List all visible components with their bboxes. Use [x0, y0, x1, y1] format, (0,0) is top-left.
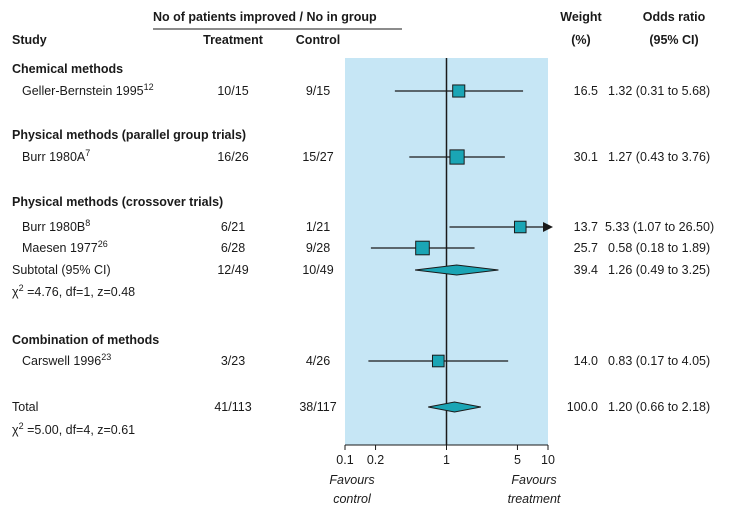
subtotal-control: 10/49	[302, 263, 334, 277]
favours-control-label-line2: control	[333, 492, 371, 506]
study-name: Carswell 199623	[22, 352, 112, 369]
study-estimate-square	[449, 149, 465, 165]
control-count: 9/28	[305, 241, 331, 255]
control-column-header: Control	[295, 33, 341, 47]
section-title: Physical methods (parallel group trials)	[12, 128, 247, 142]
pooled-estimate-diamond	[414, 264, 499, 276]
subtotal-heterogeneity: χ2 =4.76, df=1, z=0.48	[12, 283, 136, 300]
section-title: Chemical methods	[12, 62, 124, 76]
total-heterogeneity: χ2 =5.00, df=4, z=0.61	[12, 421, 136, 438]
weight-value: 16.5	[573, 84, 598, 98]
study-estimate-square	[513, 220, 527, 234]
weight-value: 14.0	[573, 354, 598, 368]
total-control: 38/117	[299, 400, 337, 414]
x-axis-tick-label: 0.2	[366, 453, 385, 467]
pooled-estimate-diamond	[428, 401, 481, 413]
study-column-header: Study	[12, 33, 47, 47]
treatment-count: 3/23	[220, 354, 246, 368]
odds-ratio-value: 1.32 (0.31 to 5.68)	[608, 84, 711, 98]
odds-ratio-value: 1.27 (0.43 to 3.76)	[608, 150, 711, 164]
odds-ratio-value: 0.58 (0.18 to 1.89)	[608, 241, 711, 255]
total-label: Total	[12, 400, 39, 414]
favours-treatment-label-line2: treatment	[507, 492, 561, 506]
subtotal-weight: 39.4	[573, 263, 598, 277]
study-name: Geller-Bernstein 199512	[22, 82, 154, 99]
study-estimate-square	[452, 84, 466, 98]
odds-ratio-header: Odds ratio	[642, 10, 706, 24]
study-estimate-square	[431, 354, 445, 368]
ci-overflow-arrow	[543, 222, 553, 232]
weight-value: 25.7	[573, 241, 598, 255]
weight-value: 30.1	[573, 150, 598, 164]
section-title: Physical methods (crossover trials)	[12, 195, 224, 209]
total-odds-ratio: 1.20 (0.66 to 2.18)	[608, 400, 711, 414]
subtotal-odds-ratio: 1.26 (0.49 to 3.25)	[608, 263, 711, 277]
weight-unit-header: (%)	[571, 33, 591, 47]
subtotal-treatment: 12/49	[217, 263, 249, 277]
group-heading: No of patients improved / No in group	[153, 10, 377, 24]
plot-marks	[344, 84, 553, 450]
treatment-column-header: Treatment	[203, 33, 263, 47]
control-count: 15/27	[302, 150, 334, 164]
confidence-interval-header: (95% CI)	[649, 33, 699, 47]
total-weight: 100.0	[566, 400, 598, 414]
total-treatment: 41/113	[214, 400, 252, 414]
control-count: 4/26	[305, 354, 331, 368]
treatment-count: 6/28	[220, 241, 246, 255]
x-axis-tick-label: 10	[541, 453, 555, 467]
x-axis-tick-label: 1	[443, 453, 450, 467]
study-name: Burr 1980B8	[22, 218, 91, 235]
treatment-count: 6/21	[220, 220, 246, 234]
control-count: 9/15	[305, 84, 331, 98]
weight-value: 13.7	[573, 220, 598, 234]
weight-column-header: Weight	[560, 10, 602, 24]
treatment-count: 16/26	[217, 150, 249, 164]
odds-ratio-value: 5.33 (1.07 to 26.50)	[605, 220, 715, 234]
control-count: 1/21	[305, 220, 331, 234]
study-name: Burr 1980A7	[22, 148, 91, 165]
favours-control-label-line1: Favours	[329, 473, 375, 487]
subtotal-label: Subtotal (95% CI)	[12, 263, 111, 277]
study-name: Maesen 197726	[22, 239, 108, 256]
treatment-count: 10/15	[217, 84, 249, 98]
x-axis-tick-label: 0.1	[336, 453, 354, 467]
odds-ratio-value: 0.83 (0.17 to 4.05)	[608, 354, 711, 368]
study-estimate-square	[415, 240, 430, 256]
x-axis-tick-label: 5	[513, 453, 521, 467]
section-title: Combination of methods	[12, 333, 160, 347]
favours-treatment-label-line1: Favours	[511, 473, 557, 487]
